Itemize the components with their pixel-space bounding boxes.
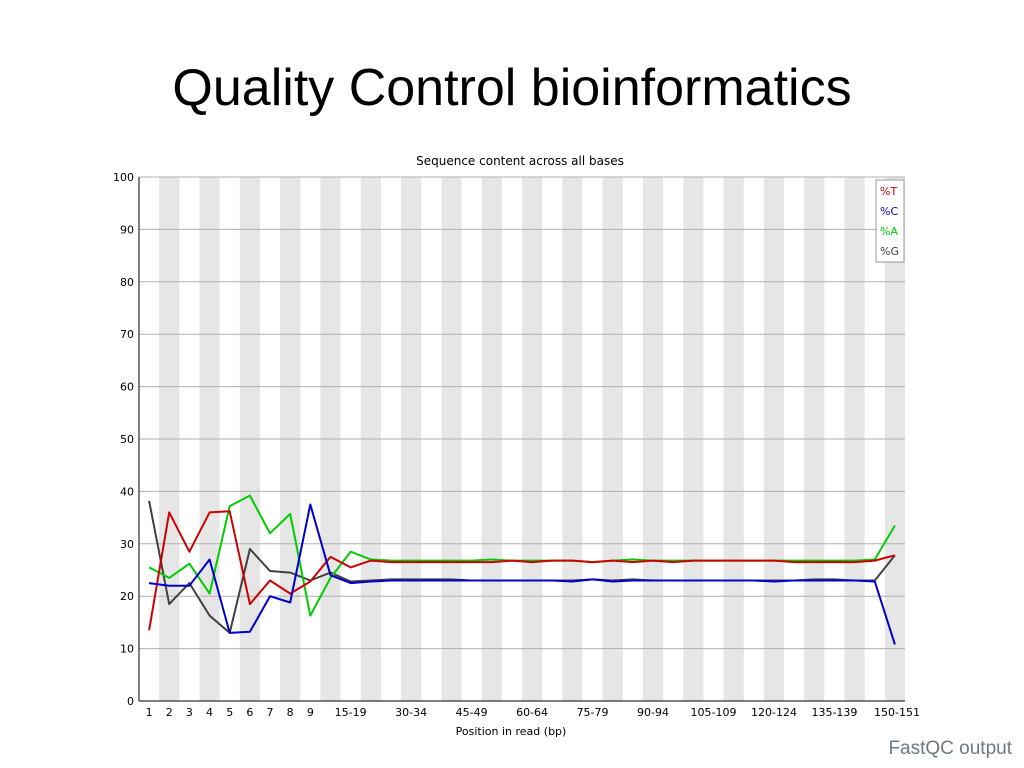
x-tick-label: 5 <box>226 706 233 719</box>
x-tick-label: 8 <box>287 706 294 719</box>
x-tick-label: 150-151 <box>874 706 920 719</box>
x-tick-label: 120-124 <box>751 706 797 719</box>
y-tick-label: 10 <box>120 643 134 656</box>
y-tick-label: 50 <box>120 433 134 446</box>
x-tick-label: 135-139 <box>811 706 857 719</box>
slide-title: Quality Control bioinformatics <box>172 59 852 117</box>
x-tick-label: 3 <box>186 706 193 719</box>
x-tick-label: 4 <box>206 706 213 719</box>
x-tick-label: 75-79 <box>577 706 609 719</box>
x-tick-label: 30-34 <box>395 706 427 719</box>
axes <box>138 177 905 702</box>
series-line-pct-t <box>148 510 896 631</box>
x-tick-label: 1 <box>146 706 153 719</box>
y-tick-label: 80 <box>120 276 134 289</box>
series-line-pct-c <box>148 503 896 645</box>
x-tick-label: 90-94 <box>637 706 669 719</box>
tick-labels: 0 10 20 30 40 50 60 70 80 90 100 1 2 3 4 5 6 7 8 9 15-19 30-3… <box>113 171 920 719</box>
x-tick-label: 6 <box>246 706 253 719</box>
x-tick-label: 60-64 <box>516 706 548 719</box>
y-tick-label: 60 <box>120 381 134 394</box>
caption: FastQC output <box>888 738 1012 759</box>
chart-title: Sequence content across all bases <box>416 154 624 168</box>
legend-box <box>875 179 905 263</box>
gridlines <box>139 176 905 650</box>
legend-entry: %T <box>880 185 897 198</box>
series-lines <box>148 494 896 645</box>
y-tick-label: 0 <box>127 695 134 708</box>
y-tick-label: 70 <box>120 328 134 341</box>
x-tick-label: 15-19 <box>335 706 367 719</box>
x-axis-label: Position in read (bp) <box>456 725 567 738</box>
x-tick-label: 45-49 <box>456 706 488 719</box>
x-tick-label: 9 <box>307 706 314 719</box>
x-tick-label: 7 <box>267 706 274 719</box>
legend-entry: %A <box>880 225 898 238</box>
legend: %T %C %A %G <box>875 179 905 263</box>
y-tick-label: 20 <box>120 590 134 603</box>
x-tick-label: 105-109 <box>691 706 737 719</box>
x-tick-label: 2 <box>166 706 173 719</box>
y-tick-label: 30 <box>120 538 134 551</box>
y-tick-label: 100 <box>113 171 134 184</box>
y-tick-label: 40 <box>120 485 134 498</box>
legend-entry: %C <box>880 205 898 218</box>
legend-entry: %G <box>880 245 899 258</box>
y-tick-label: 90 <box>120 223 134 236</box>
